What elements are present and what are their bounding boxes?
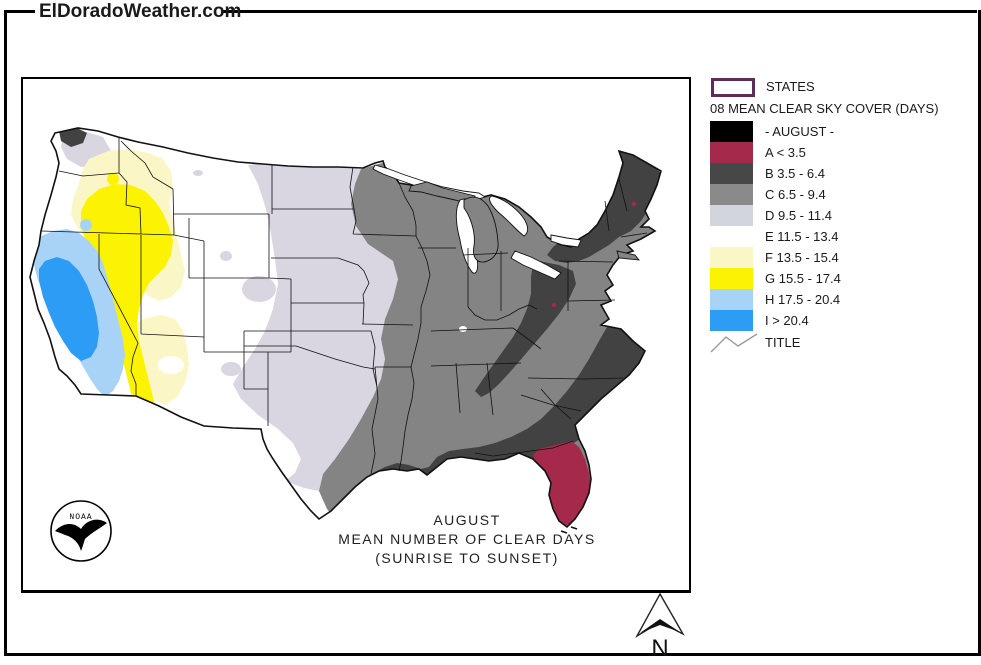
long-island (616, 250, 641, 261)
legend-swatch-f (710, 247, 753, 268)
region-i-central-california (39, 257, 99, 361)
region-d-patch (193, 170, 203, 176)
region-g-greatbasin (81, 184, 173, 427)
legend-label-i: I > 20.4 (765, 313, 809, 328)
station-dot-newhampshire (631, 201, 637, 207)
title-zigzag-icon (710, 333, 758, 353)
legend-row-c: C 6.5 - 9.4 (710, 184, 970, 205)
noaa-bird-icon (55, 519, 107, 551)
north-arrow: N (628, 588, 700, 662)
map-caption-line2: MEAN NUMBER OF CLEAR DAYS (338, 531, 596, 547)
lake-ontario (550, 234, 582, 248)
region-d-patch (221, 362, 241, 376)
legend-row-i: I > 20.4 (710, 310, 970, 331)
noaa-logo-text: NOAA (69, 513, 92, 522)
region-e-kentucky-dot (459, 326, 467, 332)
map-caption-line1: AUGUST (433, 512, 501, 528)
state-borders-mississippi (398, 182, 456, 472)
lake-huron (489, 195, 529, 237)
legend-label-h: H 17.5 - 20.4 (765, 292, 841, 307)
legend-swatch-a (710, 142, 753, 163)
noaa-logo: NOAA (50, 500, 112, 562)
legend-row-title: TITLE (710, 332, 970, 354)
north-arrow-wedge-icon (640, 619, 680, 633)
legend-label-g: G 15.5 - 17.4 (765, 271, 841, 286)
region-d-patch (220, 251, 232, 261)
region-h-dot (80, 219, 92, 231)
site-title[interactable]: ElDoradoWeather.com (39, 1, 242, 22)
region-d-band (233, 165, 398, 491)
region-d-patch (243, 376, 259, 388)
states-label: STATES (766, 79, 815, 94)
region-a-florida (533, 441, 591, 527)
legend-swatch-c (710, 184, 753, 205)
north-label: N (651, 635, 668, 660)
lake-erie (510, 250, 562, 280)
legend-section-title: 08 MEAN CLEAR SKY COVER (DAYS) (710, 101, 939, 116)
region-g-dot (63, 383, 71, 391)
legend-label-b: B 3.5 - 6.4 (765, 166, 825, 181)
legend-swatch-august (710, 121, 753, 142)
legend-label-title: TITLE (765, 335, 801, 350)
legend-label-f: F 13.5 - 15.4 (765, 250, 839, 265)
region-d-patch (297, 281, 313, 293)
michigan-mitten (463, 196, 499, 263)
state-borders (40, 138, 648, 534)
legend-swatch-e (710, 226, 753, 247)
states-outline-swatch (711, 78, 755, 97)
legend-label-august: - AUGUST - (765, 124, 835, 139)
legend-label-e: E 11.5 - 13.4 (765, 229, 839, 244)
florida-keys (560, 526, 578, 534)
legend-swatch-h (710, 289, 753, 310)
legend-swatch-d (710, 205, 753, 226)
region-e-arizona-hole (158, 356, 184, 374)
legend-row-h: H 17.5 - 20.4 (710, 289, 970, 310)
legend-rows: - AUGUST - A < 3.5 B 3.5 - 6.4 C 6.5 - 9… (710, 121, 970, 354)
state-borders-west (40, 138, 292, 396)
region-b-washington (59, 128, 87, 147)
legend-swatch-b (710, 163, 753, 184)
region-d-patch (242, 276, 276, 302)
page-border (4, 10, 981, 656)
legend-label-a: A < 3.5 (765, 145, 806, 160)
state-borders-plains (243, 166, 417, 475)
map-panel: NOAA AUGUST MEAN NUMBER OF CLEAR DAYS (S… (21, 77, 691, 593)
header-rule-left (4, 10, 35, 13)
map-caption: AUGUST MEAN NUMBER OF CLEAR DAYS (SUNRIS… (252, 511, 682, 568)
legend-row-f: F 13.5 - 15.4 (710, 247, 970, 268)
legend-row-august: - AUGUST - (710, 121, 970, 142)
legend-row-a: A < 3.5 (710, 142, 970, 163)
map-caption-line3: (SUNRISE TO SUNSET) (375, 550, 559, 566)
region-b-appalachia (475, 261, 576, 397)
legend-row-g: G 15.5 - 17.4 (710, 268, 970, 289)
region-g-dot (107, 173, 119, 185)
legend-swatch-i (710, 310, 753, 331)
us-choropleth-map: NOAA (29, 127, 662, 562)
region-g-dot (89, 401, 97, 409)
state-borders-east (430, 178, 648, 457)
header-rule-right (222, 10, 977, 13)
legend-label-c: C 6.5 - 9.4 (765, 187, 826, 202)
station-dot-westvirginia (551, 302, 557, 308)
legend-swatch-g (710, 268, 753, 289)
legend-label-d: D 9.5 - 11.4 (765, 208, 832, 223)
legend-row-d: D 9.5 - 11.4 (710, 205, 970, 226)
legend-row-e: E 11.5 - 13.4 (710, 226, 970, 247)
legend-row-b: B 3.5 - 6.4 (710, 163, 970, 184)
